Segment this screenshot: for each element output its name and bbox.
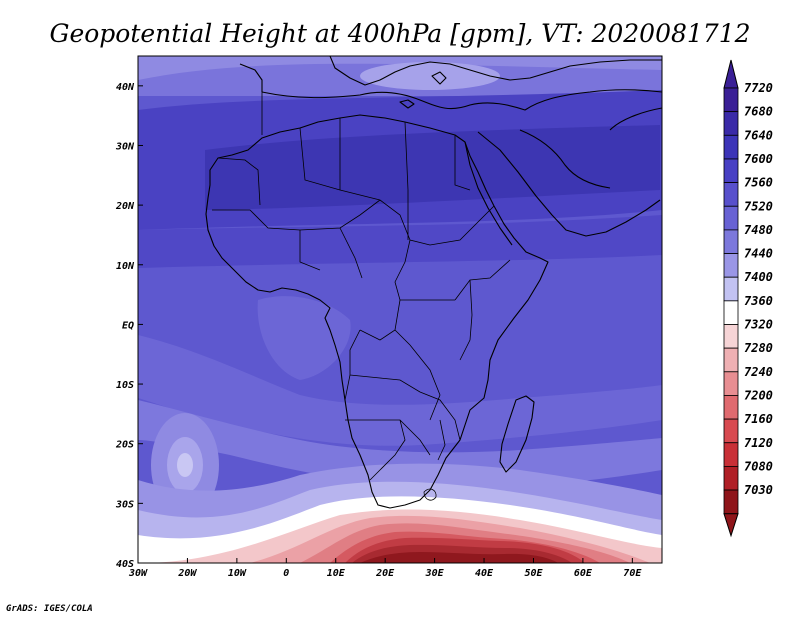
colorbar-label: 7360: [744, 294, 773, 308]
map-frame: [137, 55, 663, 564]
colorbar-swatch: [723, 276, 739, 302]
colorbar-swatch: [723, 134, 739, 160]
colorbar-label: 7560: [744, 176, 773, 190]
colorbar-swatch: [723, 442, 739, 467]
colorbar-swatch: [723, 300, 739, 325]
x-tick-label: 50E: [524, 568, 543, 579]
colorbar-swatch: [723, 465, 739, 491]
colorbar-label: 7030: [744, 483, 773, 497]
colorbar-label: 7120: [744, 436, 773, 450]
colorbar-max-arrow: [723, 59, 739, 89]
x-tick-label: 70E: [623, 568, 642, 579]
y-tick-label: 40S: [116, 559, 134, 570]
x-tick-label: 40E: [475, 568, 494, 579]
colorbar-label: 7160: [744, 412, 773, 426]
colorbar-label: 7400: [744, 270, 773, 284]
x-axis: 30W 20W 10W 0 10E 20E 30E 40E 50E 60E 70E: [128, 558, 642, 579]
colorbar-label: 7720: [744, 81, 773, 95]
colorbar-label: 7640: [744, 128, 773, 142]
colorbar-label: 7200: [744, 388, 773, 402]
colorbar-label: 7480: [744, 223, 773, 237]
colorbar-swatch: [723, 371, 739, 396]
colorbar: 7720 7680 7640 7600 7560 7520 7480 7440 7400 7360…: [723, 59, 773, 538]
colorbar-swatch: [723, 111, 739, 136]
colorbar-label: 7080: [744, 459, 773, 473]
y-tick-label: 40N: [116, 82, 135, 93]
colorbar-swatch: [723, 489, 739, 515]
x-tick-label: 30E: [425, 568, 445, 579]
colorbar-swatch: [723, 158, 739, 183]
colorbar-label: 7320: [744, 318, 773, 332]
x-tick-label: 60E: [574, 568, 593, 579]
x-tick-label: 0: [283, 568, 289, 579]
colorbar-label: 7240: [744, 365, 773, 379]
x-tick-label: 10E: [327, 568, 346, 579]
colorbar-label: 7600: [744, 152, 773, 166]
colorbar-label: 7280: [744, 341, 773, 355]
colorbar-swatch: [723, 347, 739, 373]
y-tick-label: 20S: [115, 440, 134, 451]
colorbar-swatch: [723, 324, 739, 349]
colorbar-swatch: [723, 87, 739, 113]
x-tick-label: 20W: [177, 568, 197, 579]
country-borders: [212, 92, 511, 501]
credit-text: GrADS: IGES/COLA: [6, 604, 93, 614]
height-field: [138, 56, 662, 563]
x-tick-label: 10W: [228, 568, 247, 579]
colorbar-swatch: [723, 395, 739, 420]
y-tick-label: 30S: [115, 499, 134, 510]
y-tick-label: EQ: [122, 320, 134, 331]
y-tick-label: 20N: [115, 201, 135, 212]
colorbar-label: 7520: [744, 199, 773, 213]
x-tick-label: 30W: [128, 568, 148, 579]
colorbar-label: 7680: [744, 105, 773, 119]
x-tick-label: 20E: [375, 568, 395, 579]
colorbar-label: 7440: [744, 247, 773, 261]
map-title: Geopotential Height at 400hPa [gpm], VT:…: [49, 19, 750, 48]
y-tick-label: 30N: [115, 141, 135, 152]
colorbar-swatch: [723, 418, 739, 444]
y-tick-label: 10S: [116, 380, 134, 391]
colorbar-swatch: [723, 205, 739, 231]
colorbar-swatch: [723, 182, 739, 207]
coastlines: [205, 56, 662, 509]
colorbar-min-arrow: [723, 513, 739, 538]
y-axis: 40N 30N 20N 10N EQ 10S 20S 30S 40S: [115, 82, 143, 570]
colorbar-swatch: [723, 253, 739, 278]
y-tick-label: 10N: [116, 261, 135, 272]
colorbar-swatch: [723, 229, 739, 254]
